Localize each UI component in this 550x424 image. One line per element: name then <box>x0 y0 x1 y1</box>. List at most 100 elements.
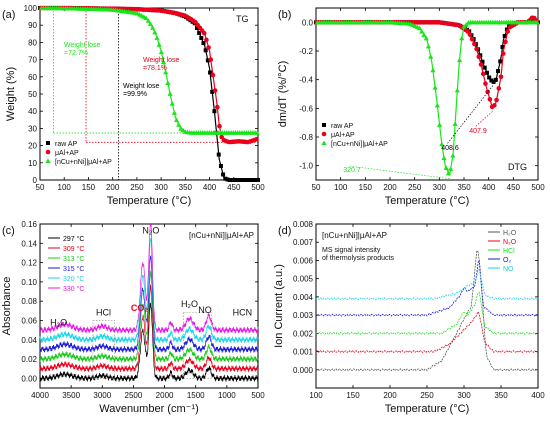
data-point <box>251 178 256 182</box>
data-point <box>215 104 220 110</box>
y-tick-label: 0.003 <box>293 311 314 320</box>
y-tick-label: 0.10 <box>21 278 37 287</box>
data-point <box>223 176 228 181</box>
panel-label: (c) <box>2 225 15 237</box>
data-point <box>154 35 160 40</box>
y-axis-label: Ion Current (a.u.) <box>273 264 285 348</box>
data-point <box>502 33 507 38</box>
legend-marker <box>322 123 326 127</box>
legend-label: μAl+AP <box>55 150 79 157</box>
series-line <box>316 17 539 83</box>
y-tick-label: 0.002 <box>293 329 314 338</box>
ms-signal-line <box>315 259 539 317</box>
data-point <box>491 79 496 84</box>
x-tick-label: 150 <box>359 183 373 192</box>
guide-lines <box>53 8 258 181</box>
data-point <box>167 91 173 96</box>
legend-label: raw AP <box>331 123 354 130</box>
data-point <box>456 57 463 63</box>
x-tick-label: 3000 <box>93 391 111 400</box>
peak-label: CO₂ <box>131 303 149 313</box>
spectrum-line <box>39 237 259 344</box>
data-point <box>498 59 503 64</box>
y-tick-label: 0.004 <box>293 293 314 302</box>
legend: raw AP μAl+AP [nCu+nNi]|μAl+AP <box>45 141 112 166</box>
data-point <box>254 136 259 142</box>
y-tick-label: 0.14 <box>21 239 37 248</box>
data-point <box>171 110 178 115</box>
peak-label: HCl <box>96 308 111 318</box>
chart-title: [nCu+nNi]|μAl+AP <box>189 231 254 240</box>
x-tick-label: 300 <box>154 183 168 192</box>
x-tick-label: 250 <box>130 183 144 192</box>
data-point <box>496 86 502 91</box>
data-point <box>432 85 438 90</box>
x-tick-label: 200 <box>106 183 120 192</box>
data-point <box>156 42 162 47</box>
x-tick-label: 2500 <box>125 391 143 400</box>
x-tick-label: 450 <box>507 183 521 192</box>
legend-marker <box>45 158 51 163</box>
data-point <box>480 71 486 77</box>
data-point <box>425 43 432 49</box>
annotation-value: =78.1% <box>143 65 167 72</box>
x-tick-label: 400 <box>203 183 217 192</box>
data-point <box>443 165 449 170</box>
region-box-no <box>182 312 212 379</box>
y-tick-label: 10 <box>28 159 37 168</box>
data-point <box>254 130 260 135</box>
chart-subtitle-line1: MS signal intensity <box>322 247 381 254</box>
data-point <box>436 122 443 127</box>
annotation-value: =72.7% <box>64 50 88 57</box>
x-tick-label: 2000 <box>156 391 174 400</box>
y-tick-label: 20 <box>28 142 37 151</box>
data-point <box>434 102 440 108</box>
data-point <box>423 35 429 41</box>
data-point <box>210 89 215 94</box>
x-tick-label: 350 <box>457 183 471 192</box>
y-axis-label: Weight (%) <box>5 67 17 121</box>
x-tick-label: 400 <box>482 183 496 192</box>
y-tick-label: 100 <box>24 4 38 13</box>
y-tick-label: 50 <box>28 90 37 99</box>
panel-label: (d) <box>278 225 291 237</box>
legend-label: 320 °C <box>63 275 84 283</box>
region-box-hcl <box>92 320 116 379</box>
data-point <box>225 177 230 182</box>
data-point <box>430 67 436 73</box>
plot-frame <box>39 223 259 389</box>
data-point <box>152 29 158 35</box>
data-point <box>218 163 223 168</box>
data-point <box>421 32 427 37</box>
x-tick-label: 100 <box>334 183 348 192</box>
legend-marker <box>321 131 327 137</box>
x-tick-label: 500 <box>251 391 265 400</box>
data-point <box>454 87 460 93</box>
y-tick-label: -0.6 <box>299 104 313 113</box>
series-line <box>40 7 259 143</box>
x-tick-label: 4000 <box>31 391 49 400</box>
legend: H₂O N₂O HCl O₂ NO <box>488 230 517 273</box>
ms-signal-line <box>315 310 539 354</box>
y-tick-label: 0.00 <box>21 374 37 383</box>
legend-label: H₂O <box>503 230 517 237</box>
x-tick-label: 350 <box>179 183 193 192</box>
data-point <box>165 80 171 85</box>
data-point <box>203 48 208 53</box>
peak-label: H₂O <box>50 317 67 327</box>
data-point <box>493 77 498 82</box>
spectrum-line <box>39 284 259 373</box>
x-tick-label: 100 <box>309 391 323 400</box>
data-point <box>208 57 214 62</box>
spectrum-line <box>39 302 259 383</box>
data-point <box>500 51 506 56</box>
data-point <box>160 59 167 65</box>
data-point <box>201 41 206 46</box>
x-tick-label: 1000 <box>218 391 236 400</box>
x-tick-label: 500 <box>531 183 545 192</box>
x-tick-label: 350 <box>494 391 508 400</box>
data-point <box>450 153 456 158</box>
x-tick-label: 300 <box>457 391 471 400</box>
data-point <box>459 35 465 41</box>
panel-a: 50 100 150 200 250 300 350 400 450 500 0 10 20 30 40 50… <box>2 4 265 207</box>
